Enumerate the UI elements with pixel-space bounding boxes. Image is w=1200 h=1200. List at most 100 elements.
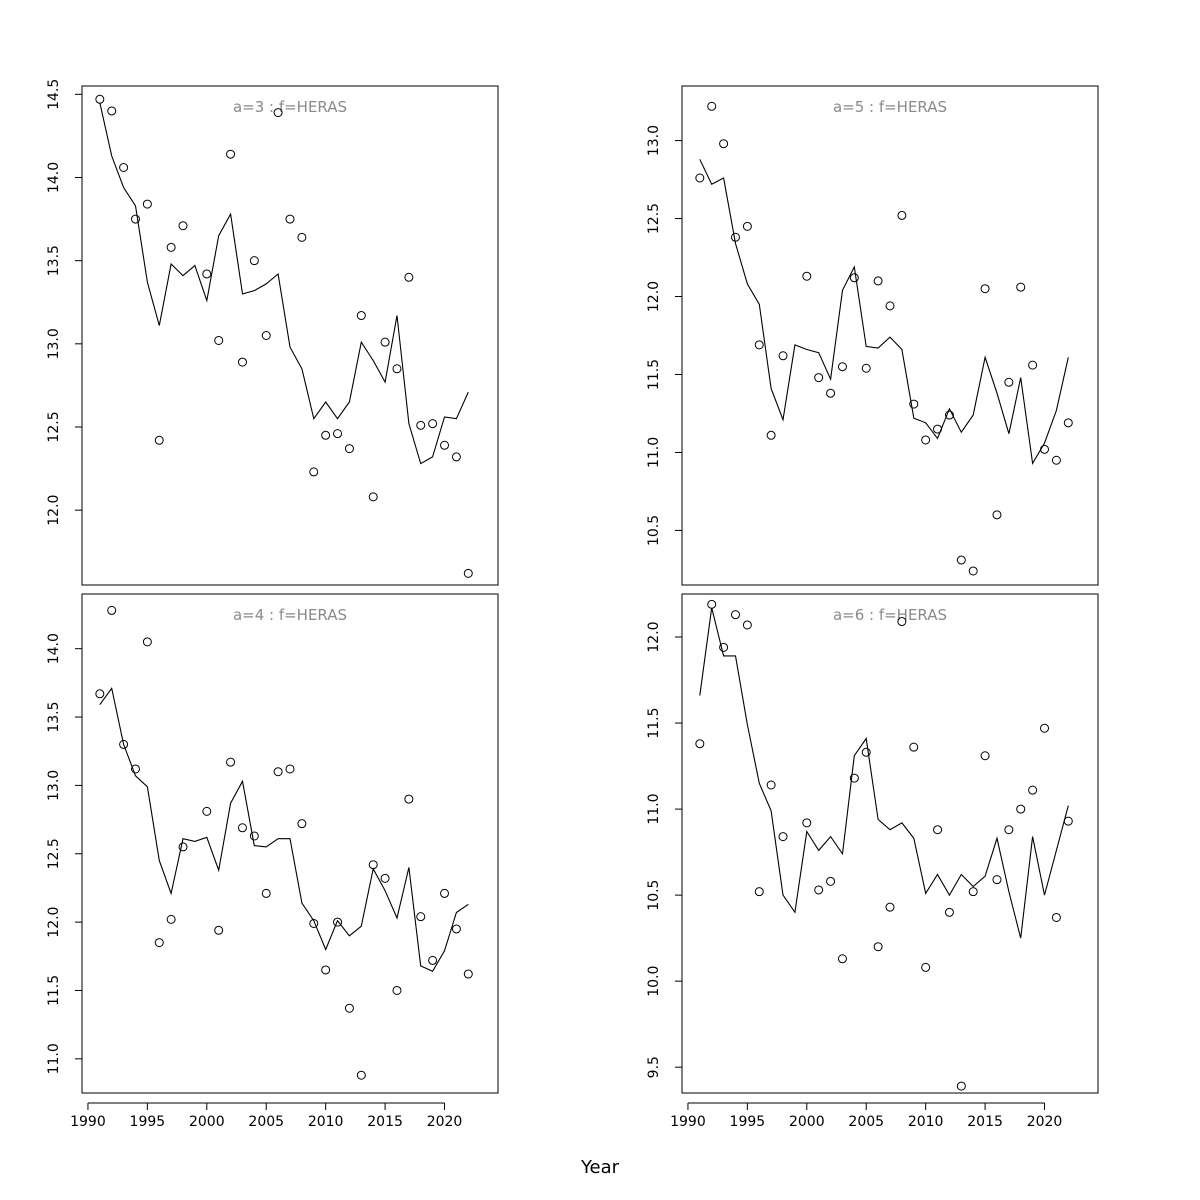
observed-point	[404, 794, 414, 804]
y-tick-label: 13.5	[46, 701, 62, 732]
y-tick-label: 10.5	[646, 515, 662, 546]
y-tick-label: 11.0	[646, 794, 662, 825]
x-tick-label: 2015	[367, 1114, 403, 1130]
observed-point	[1016, 282, 1026, 292]
x-axis-label: Year	[580, 1157, 620, 1178]
observed-point	[992, 510, 1002, 520]
y-tick-label: 12.5	[646, 203, 662, 234]
x-tick-label: 2020	[1027, 1114, 1063, 1130]
observed-point	[826, 876, 836, 886]
observed-point	[1028, 785, 1038, 795]
observed-point	[249, 256, 259, 266]
observed-point	[980, 751, 990, 761]
observed-point	[1028, 360, 1038, 370]
fitted-line	[99, 686, 469, 973]
observed-point	[309, 918, 319, 928]
observed-point	[802, 271, 812, 281]
observed-point	[356, 1070, 366, 1080]
y-tick-label: 12.5	[46, 838, 62, 869]
plot-frame	[81, 593, 499, 1094]
observed-point	[333, 429, 343, 439]
panel-title: a=3 : f=HERAS	[233, 98, 347, 116]
observed-point	[730, 232, 740, 242]
observed-point	[154, 938, 164, 948]
x-tick-label: 2010	[908, 1114, 944, 1130]
observed-point	[463, 969, 473, 979]
observed-point	[956, 1081, 966, 1091]
observed-point	[956, 555, 966, 565]
observed-point	[992, 875, 1002, 885]
observed-point	[416, 420, 426, 430]
observed-point	[285, 764, 295, 774]
observed-point	[1016, 804, 1026, 814]
observed-point	[814, 373, 824, 383]
observed-point	[814, 885, 824, 895]
observed-point	[695, 173, 705, 183]
x-tick-label: 1990	[670, 1114, 706, 1130]
observed-point	[944, 907, 954, 917]
observed-point	[380, 873, 390, 883]
y-tick-label: 13.0	[646, 125, 662, 156]
observed-point	[909, 399, 919, 409]
observed-point	[1040, 444, 1050, 454]
observed-point	[1004, 825, 1014, 835]
x-tick-label: 2000	[789, 1114, 825, 1130]
observed-point	[440, 440, 450, 450]
panel-title: a=6 : f=HERAS	[833, 606, 947, 624]
observed-point	[107, 106, 117, 116]
fitted-line	[699, 607, 1069, 939]
observed-point	[416, 912, 426, 922]
observed-point	[178, 221, 188, 231]
observed-point	[873, 276, 883, 286]
y-tick-label: 12.0	[646, 281, 662, 312]
x-tick-label: 2005	[848, 1114, 884, 1130]
observed-point	[1004, 377, 1014, 387]
observed-point	[309, 467, 319, 477]
observed-point	[178, 842, 188, 852]
y-tick-label: 12.0	[46, 907, 62, 938]
observed-point	[968, 887, 978, 897]
observed-point	[766, 780, 776, 790]
y-tick-label: 12.0	[646, 621, 662, 652]
observed-point	[451, 924, 461, 934]
observed-point	[95, 689, 105, 699]
observed-point	[849, 273, 859, 283]
observed-point	[119, 163, 129, 173]
observed-point	[214, 335, 224, 345]
observed-point	[885, 301, 895, 311]
observed-point	[392, 364, 402, 374]
y-tick-label: 10.5	[646, 880, 662, 911]
y-tick-label: 11.5	[646, 359, 662, 390]
observed-point	[249, 831, 259, 841]
observed-point	[297, 819, 307, 829]
observed-point	[1051, 455, 1061, 465]
observed-point	[933, 424, 943, 434]
observed-point	[933, 825, 943, 835]
observed-point	[226, 757, 236, 767]
y-tick-label: 11.5	[46, 975, 62, 1006]
panel-a5: a=5 : f=HERAS 10.5 11.0 11.5 12.0 12.5 13.0	[646, 85, 1099, 586]
observed-point	[404, 272, 414, 282]
observed-point	[742, 620, 752, 630]
observed-point	[695, 739, 705, 749]
observed-point	[778, 832, 788, 842]
y-tick-label: 12.0	[46, 495, 62, 526]
observed-point	[261, 331, 271, 340]
observed-point	[885, 902, 895, 912]
y-tick-label: 12.5	[46, 411, 62, 442]
observed-point	[130, 764, 140, 774]
plot-frame	[81, 85, 499, 586]
observed-point	[1063, 418, 1073, 428]
observed-point	[321, 965, 331, 975]
observed-point	[344, 1003, 354, 1013]
observed-point	[356, 311, 366, 321]
observed-point	[968, 566, 978, 576]
y-tick-label: 13.5	[46, 245, 62, 276]
observed-point	[837, 362, 847, 372]
observed-point	[861, 747, 871, 757]
observed-point	[333, 917, 343, 927]
observed-point	[754, 340, 764, 350]
observed-point	[202, 269, 212, 279]
observed-point	[119, 739, 129, 749]
